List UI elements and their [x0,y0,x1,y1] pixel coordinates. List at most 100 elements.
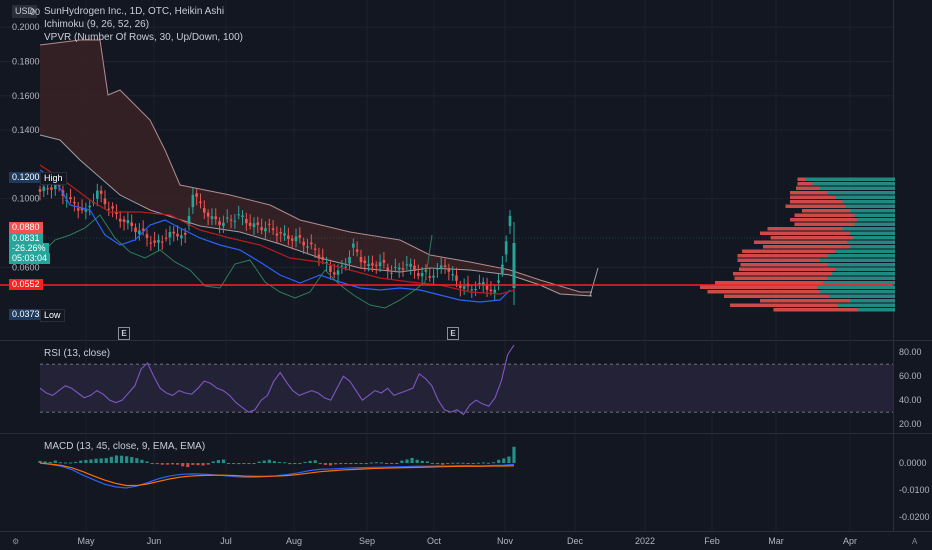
candle-body [470,289,474,291]
rsi-tick-label: 60.00 [899,371,922,381]
vpvr-up-bar [850,245,895,249]
candle-body [512,243,516,288]
candle-body [88,205,91,208]
vpvr-down-bar [737,258,820,262]
vpvr-down-bar [790,200,843,204]
candle-body [367,263,370,266]
macd-histogram-bar [441,463,445,465]
macd-histogram-bar [497,459,501,464]
macd-histogram-bar [323,463,328,465]
candle-body [313,248,317,250]
price-axes[interactable]: 0.2000 0.1800 0.1600 0.1400 0.1000 0.0600 80.0… [12,22,930,522]
vpvr-down-bar [739,267,835,271]
chart-title[interactable]: SunHydrogen Inc., 1D, OTC, Heikin Ashi [44,6,225,17]
candle-body [80,207,84,211]
candle-body [504,241,508,255]
macd-histogram-bar [313,460,317,464]
candle-body [264,228,267,232]
macd-histogram-bar [165,463,170,465]
candle-body [283,233,286,236]
macd-histogram-bar [481,462,486,464]
rsi-pane[interactable]: RSI (13, close) [39,344,893,416]
candle-body [489,289,493,292]
time-axis[interactable]: May Jun Jul Aug Sep Oct Nov Dec 2022 Feb Mar Apr [77,536,857,546]
candle-body [99,190,103,194]
vpvr-up-bar [827,276,895,280]
candle-body [195,193,198,197]
macd-histogram-bar [74,461,78,464]
vpvr-up-bar [857,218,895,222]
indicator-lines [0,164,893,309]
candle-body [126,220,130,224]
time-tick-label: May [77,536,95,546]
vpvr-up-bar [835,267,895,271]
price-tick-label: 0.1000 [12,194,40,204]
macd-histogram-bar [298,463,302,465]
macd-histogram-bar [328,463,333,466]
vpvr-up-bar [850,231,895,235]
macd-histogram-bar [400,460,404,464]
candle-body [138,230,141,234]
signal-line [39,462,515,487]
candle-body [84,208,88,212]
candle-body [206,212,210,217]
price-tick-label: 0.0600 [12,262,40,272]
low-label-badge: Low [40,309,65,322]
vpvr-up-bar [829,294,895,298]
macd-histogram-bar [492,462,496,464]
vpvr-up-bar [832,272,895,276]
candle-body [329,266,332,273]
candle-body [69,197,72,200]
vpvr-down-bar [724,294,829,298]
support-line-badge: 0.0552 [9,279,43,290]
vpvr-up-bar [835,195,895,199]
ichimoku-legend[interactable]: Ichimoku (9, 26, 52, 26) [44,19,150,30]
vpvr-up-bar [854,213,895,217]
macd-tick-label: -0.0200 [899,512,930,522]
auto-scale-icon[interactable]: A [912,537,918,546]
earnings-marker[interactable]: E [447,327,459,340]
macd-histogram-bar [354,463,358,465]
macd-histogram-bar [476,462,480,464]
candle-body [340,265,344,267]
high-value-badge: 0.1200 [9,172,43,183]
candle-body [413,265,416,272]
price-tick-label: 0.1600 [12,91,40,101]
macd-histogram-bar [374,462,378,464]
macd-histogram-bar [170,463,175,465]
candle-body [53,183,57,190]
macd-pane[interactable]: MACD (13, 45, close, 9, EMA, EMA) [38,441,516,489]
time-tick-label: Jul [220,536,232,546]
earnings-marker[interactable]: E [118,327,130,340]
vpvr-up-bar [850,299,895,303]
candle-body [141,228,145,231]
macd-histogram-bar [206,463,210,465]
vpvr-down-bar [767,227,843,231]
macd-tick-label: 0.0000 [899,458,927,468]
candle-body [115,212,118,214]
vpvr-down-bar [797,177,805,181]
candle-body [149,242,153,244]
vpvr-down-bar [790,191,828,195]
time-tick-label: Jun [147,536,162,546]
senkou-span-b [39,39,592,293]
macd-histogram-bar [420,460,424,464]
macd-histogram-bar [125,456,129,464]
macd-histogram-bar [303,461,307,464]
macd-histogram-bar [512,446,516,464]
candle-body [497,280,500,283]
rsi-tick-label: 20.00 [899,419,922,429]
kijun-sen-line [39,164,516,295]
gear-icon[interactable]: ⚙ [12,537,20,546]
candle-body [302,241,305,246]
vpvr-legend[interactable]: VPVR (Number Of Rows, 30, Up/Down, 100) [44,32,243,43]
candle-body [508,215,512,227]
candle-body [321,257,325,260]
price-tick-label: 0.1800 [12,56,40,66]
candle-body [332,272,336,275]
macd-histogram-bar [109,456,113,464]
candle-body [436,268,439,270]
macd-histogram-bar [415,459,419,464]
macd-histogram-bar [63,462,68,464]
